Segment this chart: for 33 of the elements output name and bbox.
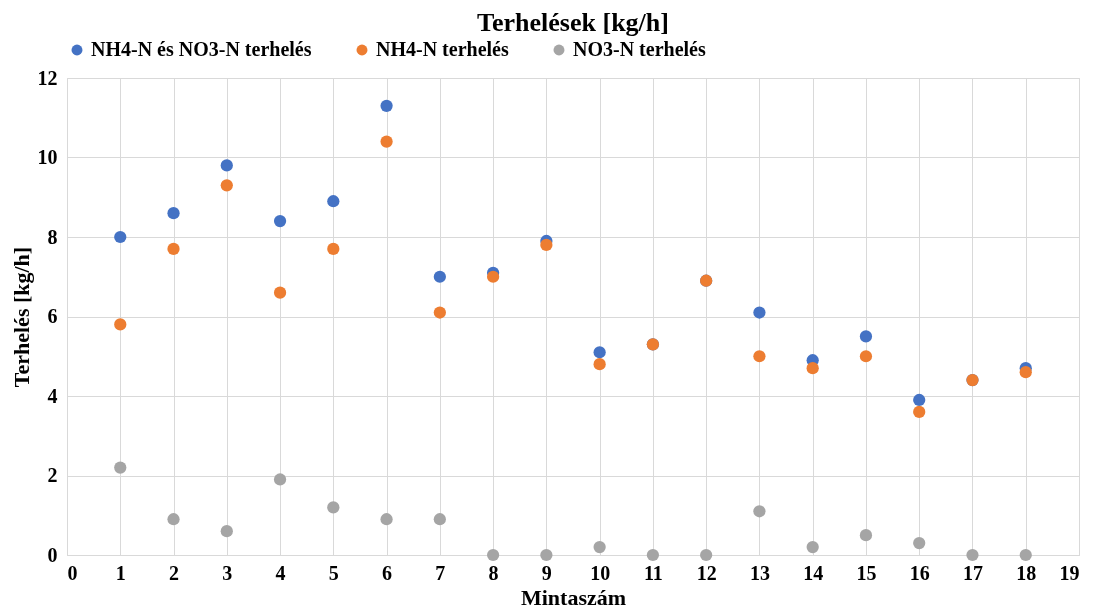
x-tick-label: 16 [909, 561, 930, 584]
x-tick-label: 5 [328, 561, 339, 584]
y-tick-label: 0 [47, 543, 58, 566]
y-tick-label: 8 [47, 225, 58, 248]
x-tick-label: 18 [1016, 561, 1037, 584]
x-tick-label: 6 [382, 561, 393, 584]
x-tick-label: 17 [962, 561, 983, 584]
legend-label: NO3-N terhelés [573, 38, 706, 60]
y-tick-label: 6 [47, 305, 58, 327]
legend-label: NH4-N és NO3-N terhelés [91, 38, 312, 60]
legend-label: NH4-N terhelés [376, 38, 509, 60]
x-tick-label: 0 [67, 561, 78, 584]
y-axis-title: Terhelés [kg/h] [8, 246, 34, 388]
y-tick-label: 12 [37, 66, 58, 89]
x-tick-label: 13 [749, 561, 770, 584]
x-tick-label: 11 [643, 561, 663, 584]
x-tick-label: 2 [169, 561, 180, 584]
x-axis-title: Mintaszám [520, 584, 627, 610]
x-tick-label: 10 [590, 561, 611, 584]
x-tick-label: 8 [488, 561, 499, 584]
y-tick-label: 4 [47, 384, 58, 407]
x-tick-label: 7 [435, 561, 446, 584]
x-tick-label: 19 [1059, 561, 1080, 584]
chart-title: Terhelések [kg/h] [477, 8, 669, 37]
x-tick-label: 9 [541, 561, 552, 584]
x-tick-label: 1 [115, 561, 126, 584]
x-tick-label: 14 [803, 561, 824, 584]
y-tick-label: 2 [47, 464, 58, 486]
x-tick-label: 3 [222, 561, 233, 584]
x-tick-label: 4 [275, 561, 286, 584]
x-tick-label: 15 [856, 561, 877, 584]
y-tick-label: 10 [37, 146, 58, 168]
x-tick-label: 12 [696, 561, 717, 584]
